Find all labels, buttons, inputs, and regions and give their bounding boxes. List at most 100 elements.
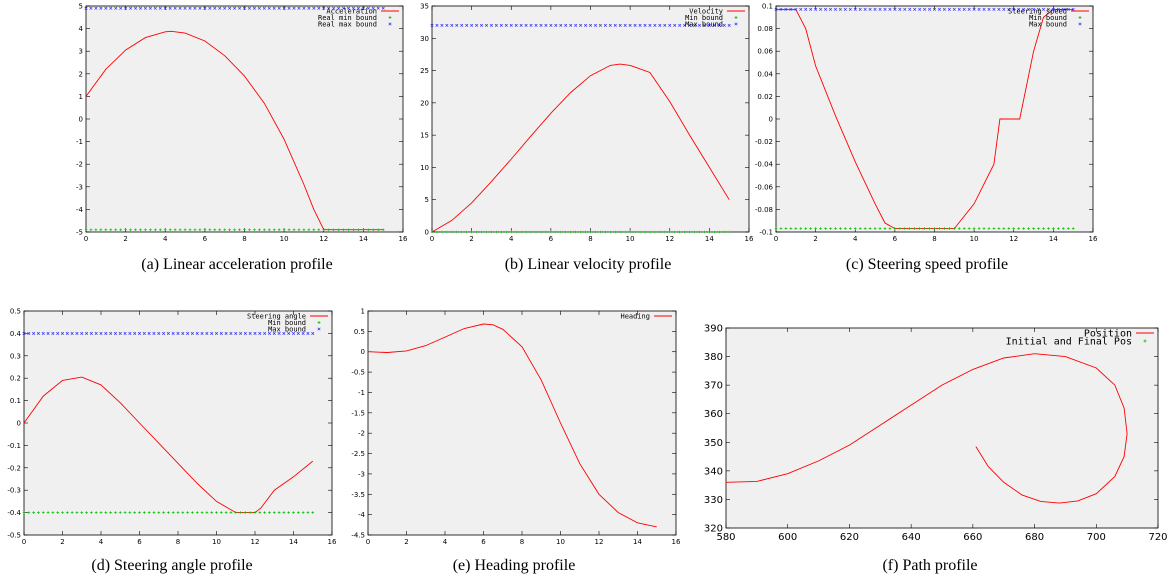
- bound-point: [923, 227, 926, 230]
- x-tick-label: 12: [595, 538, 604, 546]
- x-tick-label: 2: [123, 235, 127, 243]
- bound-point: [903, 227, 907, 230]
- bound-point: [603, 23, 607, 27]
- bound-point: [297, 228, 301, 232]
- bound-point: [779, 7, 783, 11]
- legend-swatch: [734, 22, 738, 26]
- y-tick-label: -3.5: [351, 491, 365, 499]
- bound-point: [938, 227, 941, 230]
- bound-point: [114, 6, 118, 10]
- bound-point: [213, 6, 217, 10]
- bound-point: [80, 331, 84, 335]
- bound-point: [549, 230, 553, 234]
- bound-point: [613, 230, 617, 234]
- bound-point: [139, 228, 142, 232]
- bound-point: [137, 331, 142, 335]
- x-tick-label: 10: [280, 235, 289, 243]
- bound-point: [1007, 227, 1011, 230]
- bound-point: [381, 6, 385, 10]
- y-tick-label: 0: [361, 348, 365, 356]
- bound-point: [205, 511, 209, 514]
- bound-point: [173, 228, 177, 232]
- bound-point: [133, 6, 138, 10]
- bound-point: [287, 331, 291, 335]
- bound-point: [594, 230, 597, 234]
- bound-point: [337, 228, 340, 232]
- bound-point: [539, 230, 543, 234]
- bound-point: [628, 23, 632, 27]
- caption-d: (d) Steering angle profile: [91, 557, 253, 574]
- bound-point: [263, 511, 266, 514]
- bound-point: [277, 511, 281, 514]
- bound-point: [168, 6, 172, 10]
- bound-point: [1022, 7, 1026, 11]
- x-tick-label: 4: [509, 235, 514, 243]
- bound-point: [191, 511, 194, 514]
- y-tick-label: 0.5: [10, 308, 21, 316]
- x-tick-label: 12: [319, 235, 328, 243]
- bound-point: [653, 230, 657, 234]
- legend-swatch: [317, 327, 321, 331]
- legend-label: Velocity: [689, 7, 723, 15]
- bound-point: [200, 331, 204, 335]
- y-tick-label: 350: [704, 438, 723, 449]
- bound-point: [529, 230, 533, 234]
- bound-point: [277, 228, 281, 232]
- y-tick-label: -0.06: [755, 183, 774, 191]
- bound-point: [1071, 227, 1075, 230]
- bound-point: [229, 511, 233, 514]
- bound-point: [176, 331, 180, 335]
- bound-point: [213, 228, 217, 232]
- bound-point: [893, 227, 897, 230]
- bound-point: [267, 6, 271, 10]
- bound-point: [727, 23, 731, 27]
- bound-point: [1061, 227, 1065, 230]
- bound-point: [218, 6, 222, 10]
- bound-point: [903, 7, 907, 11]
- bound-point: [99, 6, 103, 10]
- bound-point: [277, 6, 281, 10]
- bound-point: [123, 331, 127, 335]
- bound-point: [643, 23, 647, 27]
- bound-point: [430, 230, 434, 234]
- bound-point: [282, 228, 286, 232]
- bound-point: [56, 511, 59, 514]
- bound-point: [519, 230, 523, 234]
- y-tick-label: -1: [358, 389, 365, 397]
- bound-point: [376, 228, 380, 232]
- bound-point: [440, 23, 444, 27]
- bound-point: [186, 331, 190, 335]
- bound-point: [997, 227, 1001, 230]
- bound-point: [559, 230, 563, 234]
- bound-point: [668, 230, 672, 234]
- bound-point: [539, 23, 543, 27]
- bound-point: [633, 230, 637, 234]
- y-tick-label: -5: [76, 229, 83, 237]
- bound-point: [952, 7, 956, 11]
- bound-point: [1042, 227, 1045, 230]
- bound-point: [148, 6, 152, 10]
- y-tick-label: -4: [358, 511, 366, 519]
- x-tick-label: 8: [588, 235, 592, 243]
- bound-point: [888, 7, 892, 11]
- bound-point: [233, 228, 236, 232]
- bound-point: [210, 511, 213, 514]
- bound-point: [163, 228, 167, 232]
- bound-point: [27, 511, 31, 514]
- bound-point: [794, 227, 798, 230]
- y-tick-label: 30: [420, 35, 429, 43]
- bound-point: [779, 227, 783, 230]
- y-tick-label: 5: [425, 196, 429, 204]
- bound-point: [262, 6, 266, 10]
- legend-swatch: [1078, 22, 1082, 26]
- bound-point: [80, 511, 84, 514]
- bound-point: [173, 6, 177, 10]
- bound-point: [166, 331, 170, 335]
- bound-point: [366, 6, 370, 10]
- bound-point: [123, 511, 127, 514]
- bound-point: [371, 6, 375, 10]
- bound-point: [465, 23, 469, 27]
- x-tick-label: 14: [289, 538, 298, 546]
- bound-point: [223, 6, 227, 10]
- bound-point: [162, 511, 165, 514]
